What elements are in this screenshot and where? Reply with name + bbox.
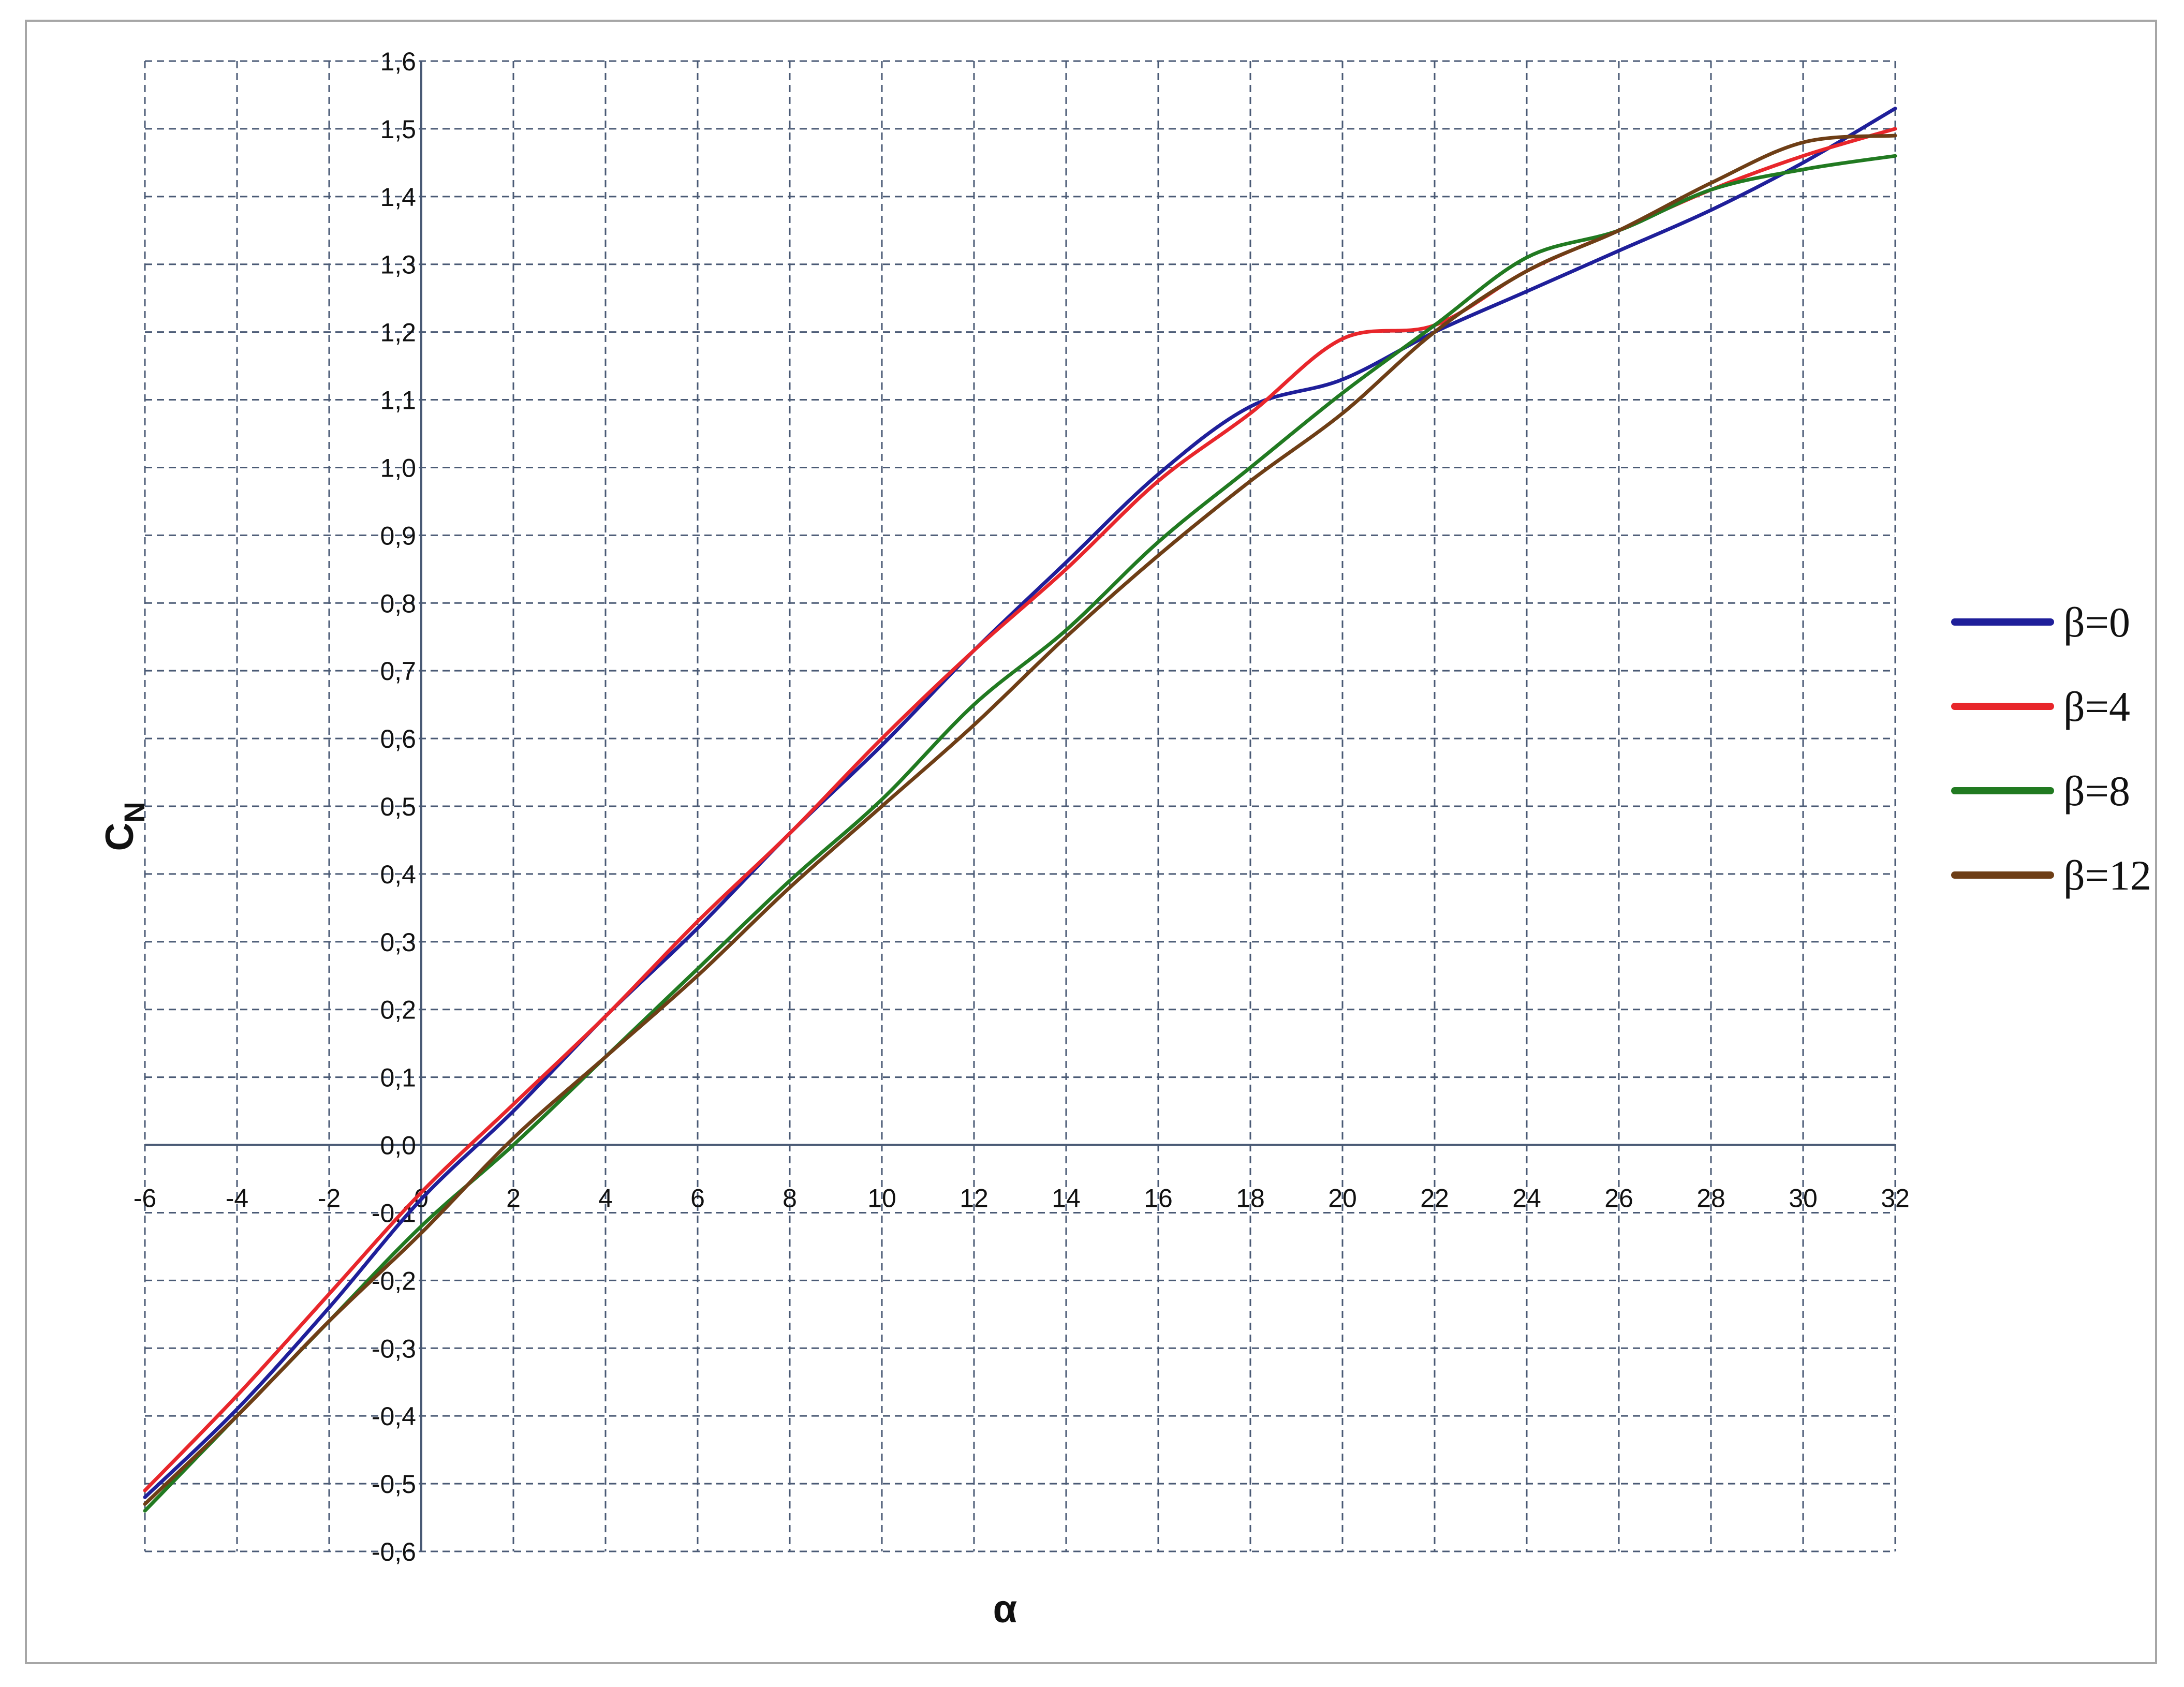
y-tick-label: 0,8 bbox=[380, 589, 416, 618]
y-tick-label: -0,3 bbox=[372, 1334, 416, 1363]
series-lines bbox=[143, 107, 1897, 1513]
x-tick-label: -2 bbox=[318, 1184, 341, 1213]
x-tick-label: 26 bbox=[1604, 1184, 1633, 1213]
y-tick-label: 0,2 bbox=[380, 996, 416, 1025]
legend: β=0 β=4 β=8 β=12 bbox=[1951, 599, 2151, 899]
y-tick-label: 0,5 bbox=[380, 792, 416, 821]
y-tick-label: 1,3 bbox=[380, 250, 416, 279]
y-tick-label: 1,0 bbox=[380, 453, 416, 482]
x-tick-label: 20 bbox=[1328, 1184, 1357, 1213]
x-tick-label: 18 bbox=[1236, 1184, 1265, 1213]
y-tick-label: -0,6 bbox=[372, 1537, 416, 1566]
y-tick-label: 1,2 bbox=[380, 318, 416, 347]
legend-label-1: β=4 bbox=[2063, 683, 2130, 730]
x-tick-label: -6 bbox=[134, 1184, 156, 1213]
y-tick-label: 1,5 bbox=[380, 115, 416, 144]
y-tick-labels: -0,6-0,5-0,4-0,3-0,2-0,10,00,10,20,30,40… bbox=[372, 47, 416, 1566]
axes bbox=[145, 61, 1895, 1551]
x-tick-label: 4 bbox=[598, 1184, 613, 1213]
x-axis-label: α bbox=[993, 1587, 1017, 1631]
y-tick-label: 0,7 bbox=[380, 657, 416, 686]
y-axis-label: CN bbox=[98, 802, 151, 851]
x-tick-label: 12 bbox=[960, 1184, 988, 1213]
y-tick-label: 1,4 bbox=[380, 183, 416, 212]
y-tick-label: -0,5 bbox=[372, 1470, 416, 1499]
series-line-3 bbox=[143, 134, 1897, 1506]
x-tick-label: 24 bbox=[1512, 1184, 1541, 1213]
chart-frame: -6 -4 -2 0 2 4 6 8 10 12 14 16 18 20 22 24 26 28 30 32 -0,6… bbox=[25, 20, 2157, 1664]
y-axis-label-main: C bbox=[98, 823, 142, 851]
x-tick-label: 2 bbox=[506, 1184, 521, 1213]
series-line-2 bbox=[143, 154, 1897, 1513]
x-tick-label: -4 bbox=[226, 1184, 248, 1213]
x-tick-label: 28 bbox=[1696, 1184, 1725, 1213]
x-tick-label: 6 bbox=[690, 1184, 705, 1213]
x-tick-labels: -6 -4 -2 0 2 4 6 8 10 12 14 16 18 20 22 24 26 28 30 32 bbox=[134, 1184, 1910, 1213]
x-tick-label: 16 bbox=[1144, 1184, 1173, 1213]
y-tick-label: 0,1 bbox=[380, 1063, 416, 1092]
y-tick-label: 0,6 bbox=[380, 724, 416, 753]
x-tick-label: 30 bbox=[1789, 1184, 1818, 1213]
legend-label-3: β=12 bbox=[2063, 852, 2151, 899]
y-tick-label: 0,4 bbox=[380, 860, 416, 889]
x-tick-label: 14 bbox=[1052, 1184, 1081, 1213]
x-tick-label: 8 bbox=[783, 1184, 797, 1213]
y-tick-label: 1,6 bbox=[380, 47, 416, 76]
line-chart: -6 -4 -2 0 2 4 6 8 10 12 14 16 18 20 22 24 26 28 30 32 -0,6… bbox=[98, 47, 2151, 1631]
y-tick-label: 0,9 bbox=[380, 521, 416, 550]
y-tick-label: -0,4 bbox=[372, 1402, 416, 1431]
grid bbox=[144, 60, 1896, 1552]
y-tick-label: 0,0 bbox=[380, 1131, 416, 1160]
x-tick-label: 10 bbox=[867, 1184, 896, 1213]
y-tick-label: 1,1 bbox=[380, 386, 416, 415]
legend-label-0: β=0 bbox=[2063, 599, 2130, 646]
x-tick-label: 32 bbox=[1881, 1184, 1910, 1213]
legend-label-2: β=8 bbox=[2063, 767, 2130, 815]
svg-text:CN: CN bbox=[98, 802, 151, 851]
x-tick-label: 22 bbox=[1420, 1184, 1449, 1213]
y-axis-label-sub: N bbox=[118, 802, 151, 822]
y-tick-label: 0,3 bbox=[380, 928, 416, 957]
